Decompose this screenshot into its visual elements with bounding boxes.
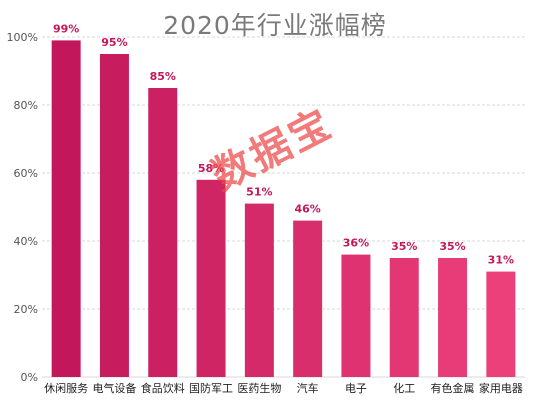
bar xyxy=(148,88,178,377)
label-layer: 0% 20% 40% 60% 80% 100% 99% 休闲服务 95% 电气设备 85% 食品饮料 5… xyxy=(7,22,523,395)
x-tick-label: 家用电器 xyxy=(479,381,523,395)
y-tick-label: 80% xyxy=(14,99,38,112)
y-tick-label: 40% xyxy=(14,235,38,248)
bar xyxy=(293,220,323,377)
y-tick-label: 20% xyxy=(14,303,38,316)
bar xyxy=(244,203,274,377)
x-tick-label: 电气设备 xyxy=(92,381,136,395)
x-tick-label: 医药生物 xyxy=(237,381,281,395)
x-tick-label: 食品饮料 xyxy=(141,381,185,395)
data-label: 35% xyxy=(391,240,417,253)
bar xyxy=(486,271,516,377)
x-tick-label: 休闲服务 xyxy=(44,381,88,395)
bar xyxy=(99,54,129,377)
chart-title: 2020年行业涨幅榜 xyxy=(163,11,387,40)
x-tick-label: 化工 xyxy=(393,381,415,395)
y-tick-label: 0% xyxy=(21,371,38,384)
data-label: 99% xyxy=(53,22,79,35)
x-tick-label: 有色金属 xyxy=(431,381,475,395)
x-tick-label: 电子 xyxy=(345,382,367,395)
bar xyxy=(51,40,81,378)
y-tick-label: 60% xyxy=(14,167,38,180)
bar xyxy=(196,179,226,377)
data-label: 36% xyxy=(343,237,369,250)
x-tick-label: 国防军工 xyxy=(189,381,233,395)
data-label: 35% xyxy=(439,240,465,253)
bar-layer xyxy=(51,40,516,378)
data-label: 46% xyxy=(294,203,320,216)
data-label: 31% xyxy=(488,254,514,267)
x-tick-label: 汽车 xyxy=(297,381,319,395)
data-label: 51% xyxy=(246,186,272,199)
data-label: 58% xyxy=(198,162,224,175)
bar xyxy=(341,254,371,377)
data-label: 85% xyxy=(150,70,176,83)
bar xyxy=(438,258,468,377)
data-label: 95% xyxy=(101,36,127,49)
bar xyxy=(389,258,419,377)
y-tick-label: 100% xyxy=(7,31,38,44)
